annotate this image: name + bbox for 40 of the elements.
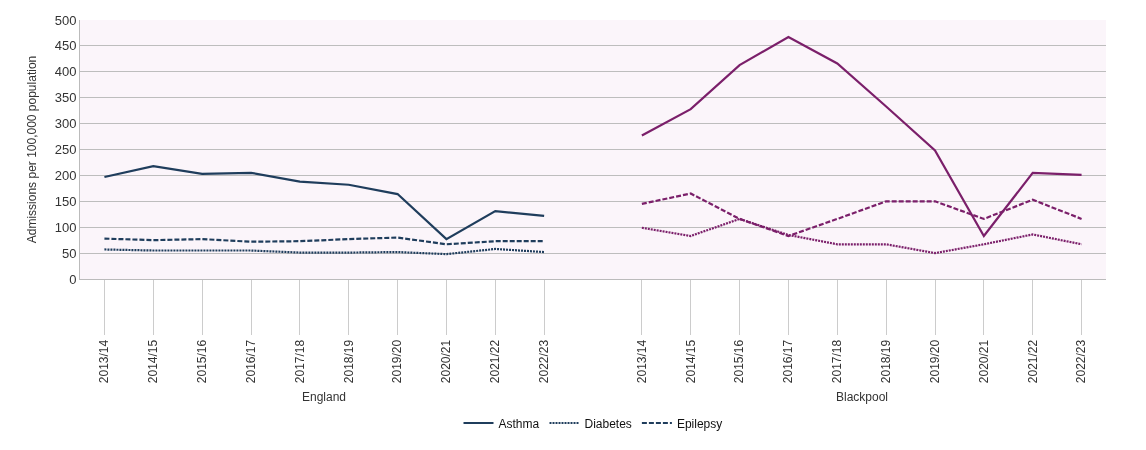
legend-label: Epilepsy bbox=[676, 416, 723, 431]
x-tick-label: 2016/17 bbox=[781, 339, 796, 384]
x-tick-label: 2015/16 bbox=[732, 339, 747, 384]
x-tick-label: 2022/23 bbox=[1074, 339, 1089, 384]
x-tick-label: 2020/21 bbox=[439, 339, 454, 384]
y-tick-label: 400 bbox=[54, 64, 77, 80]
y-tick-label: 200 bbox=[54, 167, 77, 183]
text: England bbox=[302, 390, 347, 404]
y-tick-label: 300 bbox=[54, 116, 77, 132]
x-tick-label: 2019/20 bbox=[927, 339, 942, 384]
y-tick-label: 150 bbox=[54, 193, 77, 209]
y-tick-label: 0 bbox=[69, 271, 77, 287]
x-tick-label: 2019/20 bbox=[390, 339, 405, 384]
x-tick-label: 2022/23 bbox=[537, 339, 552, 384]
x-tick-label: 2017/18 bbox=[830, 339, 845, 384]
y-tick-label: 100 bbox=[54, 219, 77, 235]
line-series bbox=[103, 236, 546, 246]
x-tick-label: 2017/18 bbox=[292, 339, 307, 384]
x-tick-label: 2014/15 bbox=[146, 339, 161, 384]
legend-label: Diabetes bbox=[584, 416, 632, 431]
y-tick-label: 500 bbox=[54, 12, 77, 28]
text: Blackpool bbox=[836, 390, 889, 404]
legend-label: Asthma bbox=[498, 416, 540, 431]
line-series bbox=[640, 35, 1083, 238]
x-tick-label: 2018/19 bbox=[341, 339, 356, 384]
x-tick-label: 2016/17 bbox=[243, 339, 258, 384]
x-tick-label: 2021/22 bbox=[488, 339, 503, 384]
x-tick-label: 2021/22 bbox=[1025, 339, 1040, 384]
x-tick-label: 2013/14 bbox=[634, 339, 649, 384]
x-tick-label: 2020/21 bbox=[976, 339, 991, 384]
y-tick-label: 450 bbox=[54, 38, 77, 54]
line-series bbox=[103, 164, 546, 241]
y-axis-title: Admissions per 100,000 population bbox=[25, 55, 39, 244]
x-tick-label: 2015/16 bbox=[195, 339, 210, 384]
y-tick-label: 250 bbox=[54, 142, 77, 158]
y-tick-label: 50 bbox=[61, 245, 77, 261]
x-tick-label: 2018/19 bbox=[879, 339, 894, 384]
x-tick-label: 2014/15 bbox=[683, 339, 698, 384]
x-tick-label: 2013/14 bbox=[97, 339, 112, 384]
y-tick-label: 350 bbox=[54, 90, 77, 106]
